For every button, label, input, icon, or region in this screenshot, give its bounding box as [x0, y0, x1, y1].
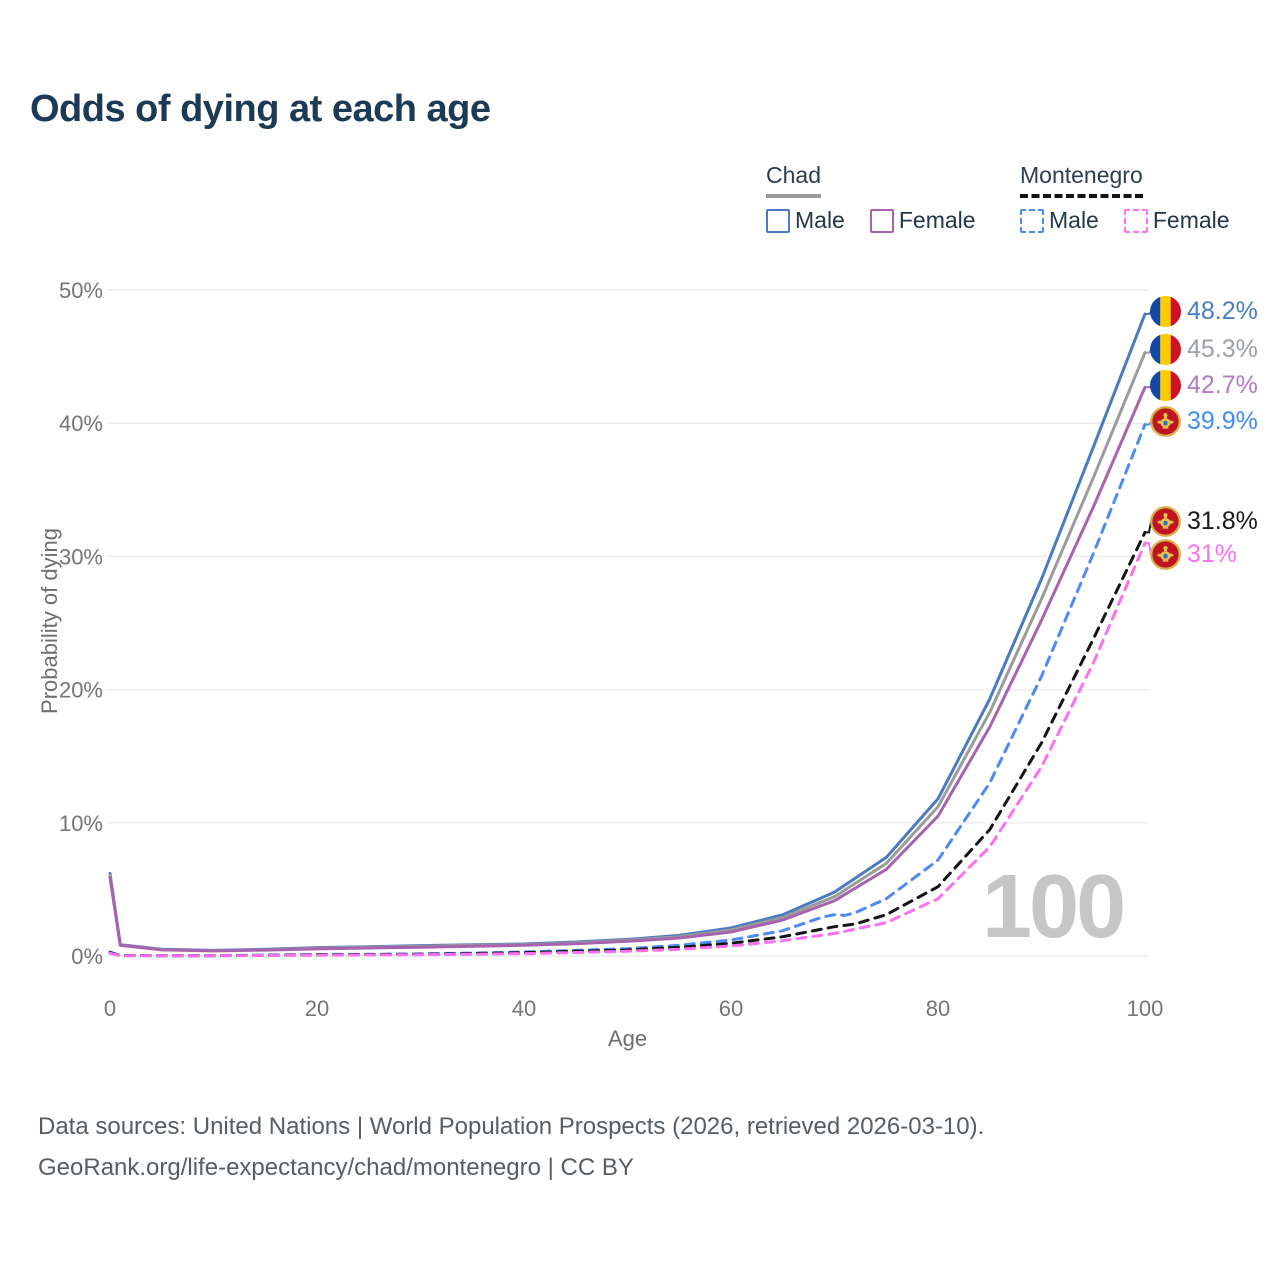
legend-items-chad: Male Female — [766, 207, 996, 234]
end-label-value-chad-all: 45.3% — [1187, 335, 1258, 363]
legend-label-montenegro-male[interactable]: Male — [1049, 207, 1099, 233]
end-label-chad-male: 48.2% — [1150, 296, 1258, 327]
series-chad-male-line[interactable] — [108, 312, 1147, 952]
end-label-value-chad-male: 48.2% — [1187, 297, 1258, 325]
legend-label-montenegro-female[interactable]: Female — [1152, 207, 1230, 233]
montenegro-flag-icon — [1150, 539, 1181, 570]
legend-label-chad-male[interactable]: Male — [795, 207, 845, 233]
watermark-age-100: 100 — [982, 857, 1126, 957]
footer-data-sources: Data sources: United Nations | World Pop… — [38, 1113, 985, 1140]
montenegro-flag-icon — [1150, 506, 1181, 537]
x-tick-label-20: 20 — [305, 996, 329, 1021]
montenegro-flag-icon — [1150, 406, 1181, 437]
x-tick-label-60: 60 — [719, 996, 743, 1021]
x-tick-label-100: 100 — [1127, 996, 1164, 1021]
end-label-montenegro-male: 39.9% — [1150, 406, 1258, 437]
legend-label-chad-female[interactable]: Female — [898, 207, 976, 233]
end-label-chad-female: 42.7% — [1150, 370, 1258, 401]
end-label-value-montenegro-all: 31.8% — [1187, 507, 1258, 535]
page-title: Odds of dying at each age — [30, 88, 491, 130]
legend-title-montenegro[interactable]: Montenegro — [1020, 162, 1143, 198]
end-label-montenegro-all: 31.8% — [1150, 506, 1258, 537]
end-label-value-chad-female: 42.7% — [1187, 371, 1258, 399]
legend-swatch-chad-female[interactable] — [869, 208, 894, 233]
series-montenegro-female-line[interactable] — [108, 541, 1147, 958]
legend-group-montenegro: Montenegro Male Female — [1020, 162, 1250, 234]
x-tick-label-0: 0 — [104, 996, 116, 1021]
y-tick-label-0: 0% — [71, 944, 103, 969]
end-label-chad-all: 45.3% — [1150, 334, 1258, 365]
legend-swatch-chad-male[interactable] — [766, 208, 790, 233]
y-tick-label-20: 20% — [59, 678, 103, 703]
legend-swatch-montenegro-male[interactable] — [1020, 208, 1044, 233]
y-tick-label-40: 40% — [59, 411, 103, 436]
y-tick-label-30: 30% — [59, 544, 103, 569]
y-tick-label-50: 50% — [59, 278, 103, 303]
end-label-montenegro-female: 31% — [1150, 539, 1237, 570]
legend-group-chad: Chad Male Female — [766, 162, 996, 234]
x-tick-label-40: 40 — [512, 996, 536, 1021]
legend-swatch-montenegro-female[interactable] — [1123, 208, 1148, 233]
end-label-value-montenegro-male: 39.9% — [1187, 407, 1258, 435]
chad-flag-icon — [1150, 296, 1181, 327]
footer-attribution: GeoRank.org/life-expectancy/chad/montene… — [38, 1154, 634, 1181]
x-axis-title: Age — [607, 1026, 648, 1051]
legend-items-montenegro: Male Female — [1020, 207, 1250, 234]
y-axis-title: Probability of dying — [37, 528, 62, 714]
chad-flag-icon — [1150, 334, 1181, 365]
footer: Data sources: United Nations | World Pop… — [38, 1106, 984, 1188]
y-tick-label-10: 10% — [59, 811, 103, 836]
chad-flag-icon — [1150, 370, 1181, 401]
series-chad-female-line[interactable] — [108, 385, 1147, 953]
x-tick-label-80: 80 — [926, 996, 950, 1021]
end-label-value-montenegro-female: 31% — [1187, 540, 1238, 568]
legend-title-chad[interactable]: Chad — [766, 162, 821, 198]
